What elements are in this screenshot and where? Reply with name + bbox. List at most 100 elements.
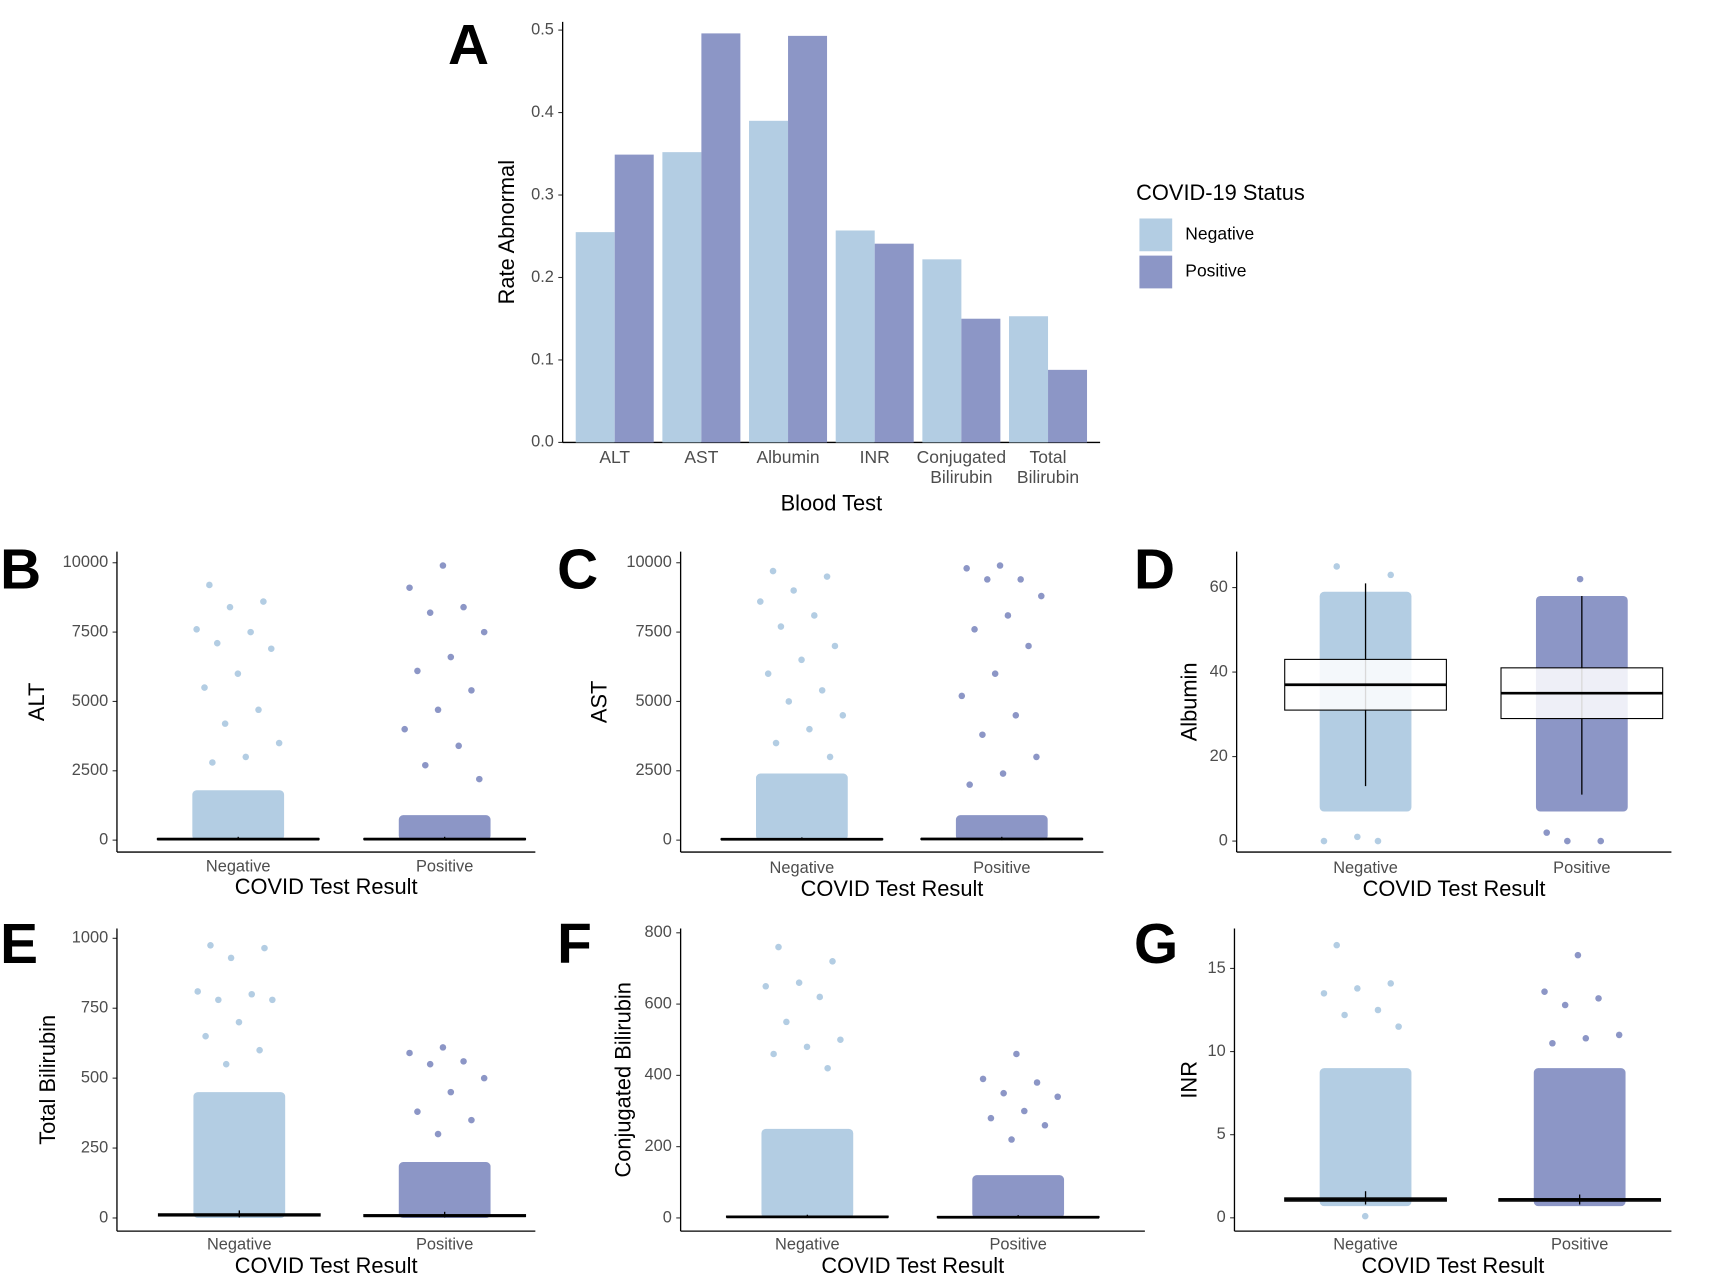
point — [261, 944, 268, 952]
point-cloud — [756, 773, 848, 841]
x-tick-label: Negative — [207, 1236, 272, 1254]
point — [434, 1130, 442, 1138]
x-tick-label-box: Albumin — [756, 449, 819, 468]
point — [447, 653, 455, 661]
point — [991, 670, 999, 677]
y-tick-label: 2500 — [72, 761, 108, 779]
point — [1004, 612, 1012, 619]
point-cloud — [761, 1128, 854, 1218]
point — [227, 954, 235, 962]
point — [426, 609, 434, 616]
y-tick-label: 40 — [1210, 662, 1228, 680]
y-tick-label: 0.1 — [531, 350, 554, 368]
point — [1054, 1093, 1061, 1101]
point — [1582, 1034, 1590, 1042]
y-tick-label: 0 — [663, 830, 672, 848]
point — [764, 670, 772, 677]
y-tick-label: 0.2 — [531, 268, 554, 286]
point — [426, 1060, 434, 1068]
point — [480, 1074, 488, 1082]
point — [434, 706, 442, 714]
point — [476, 775, 483, 783]
point — [1013, 1050, 1020, 1058]
y-tick-label: 250 — [81, 1138, 108, 1156]
point — [1320, 990, 1328, 997]
point — [1549, 1039, 1556, 1047]
x-tick-label: Positive — [1553, 859, 1610, 877]
point — [209, 759, 216, 766]
point — [996, 562, 1004, 569]
y-tick-label: 0 — [99, 1208, 108, 1226]
point — [770, 1050, 777, 1058]
x-tick-label: Conjugated Bilirubin — [916, 448, 1007, 488]
y-tick-label: 0.0 — [531, 433, 554, 451]
x-tick-label: Total Bilirubin — [1016, 448, 1080, 488]
bar — [922, 259, 962, 443]
y-tick-label: 0.3 — [531, 185, 554, 203]
bar — [961, 318, 1001, 443]
point — [267, 645, 275, 653]
point — [811, 612, 818, 619]
bar — [788, 35, 828, 443]
x-axis-title: COVID Test Result — [821, 1253, 1004, 1277]
y-tick-label: 20 — [1210, 747, 1228, 765]
point — [1341, 1011, 1348, 1019]
x-tick-label: Positive — [990, 1236, 1047, 1254]
x-axis-title: COVID Test Result — [1362, 1253, 1545, 1277]
point — [762, 982, 770, 990]
point — [255, 706, 262, 714]
point — [455, 742, 462, 750]
point — [783, 1018, 790, 1026]
y-tick-label: 2500 — [635, 761, 671, 779]
panel-letter: B — [0, 538, 41, 601]
point — [202, 1032, 209, 1040]
point — [1374, 837, 1382, 845]
point — [207, 942, 214, 949]
point — [958, 692, 966, 700]
y-tick-label: 500 — [81, 1068, 108, 1086]
x-tick-label: Positive — [416, 1236, 473, 1254]
x-tick-label: Positive — [973, 859, 1030, 877]
point — [439, 562, 447, 569]
x-axis-title: COVID Test Result — [1363, 876, 1546, 901]
point — [235, 1018, 243, 1026]
point-cloud — [193, 1092, 286, 1218]
point — [979, 1075, 987, 1083]
y-tick-label: 10000 — [626, 553, 672, 571]
point — [215, 996, 222, 1004]
y-tick-label: 5000 — [72, 692, 108, 710]
point — [1354, 985, 1361, 992]
y-axis-title: Albumin — [1177, 662, 1202, 741]
point — [963, 565, 970, 572]
x-tick-label-box: AST — [684, 449, 718, 468]
panel-letter: E — [0, 913, 38, 976]
point — [769, 567, 777, 575]
legend-label: Positive — [1185, 261, 1246, 281]
point — [275, 739, 283, 747]
point — [1041, 1121, 1049, 1129]
legend-label: Negative — [1185, 223, 1254, 243]
x-axis-title: COVID Test Result — [801, 876, 984, 901]
point — [1038, 592, 1045, 600]
point — [1597, 837, 1605, 845]
point — [234, 670, 242, 677]
y-axis-title: AST — [587, 681, 612, 723]
y-tick-label: 200 — [645, 1137, 672, 1155]
x-tick-label-box: INR — [860, 449, 890, 468]
point — [260, 598, 267, 605]
x-tick-label-box: Conjugated Bilirubin — [916, 448, 1007, 488]
point — [1333, 941, 1340, 949]
y-tick-label: 60 — [1210, 578, 1228, 596]
point-cloud — [1533, 1068, 1626, 1207]
point-cloud — [972, 1175, 1065, 1218]
point — [1017, 576, 1024, 583]
bar — [662, 152, 702, 443]
point — [222, 1060, 230, 1068]
point — [1387, 980, 1395, 987]
point — [775, 943, 782, 951]
point — [1374, 1006, 1382, 1014]
legend-swatch — [1139, 255, 1173, 289]
y-tick-label: 0 — [1219, 831, 1228, 849]
point — [1320, 837, 1328, 845]
